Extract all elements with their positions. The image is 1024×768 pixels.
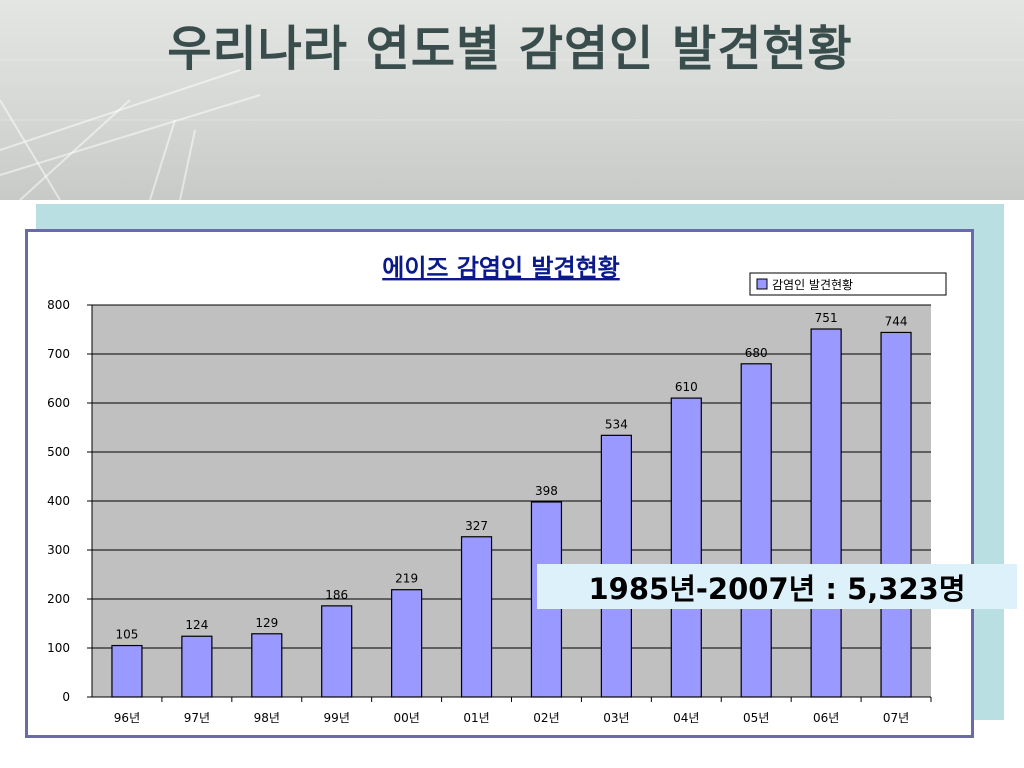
- x-tick-label: 03년: [603, 711, 629, 725]
- data-label: 124: [185, 618, 208, 632]
- legend-label: 감염인 발견현황: [772, 278, 853, 292]
- y-tick-label: 300: [47, 543, 70, 557]
- bar: [391, 589, 423, 698]
- chart-title: 에이즈 감염인 발견현황: [382, 254, 620, 282]
- x-tick-label: 02년: [533, 711, 559, 725]
- y-tick-label: 0: [62, 690, 70, 704]
- x-tick-label: 00년: [393, 711, 419, 725]
- bar: [111, 644, 143, 698]
- bar: [251, 633, 283, 698]
- y-tick-label: 600: [47, 396, 70, 410]
- slide-title: 우리나라 연도별 감염인 발견현황: [167, 21, 853, 77]
- chart-frame: 0 100 200 300 400 500 600 700 800 105 96년 124 97년 129…: [25, 229, 974, 738]
- data-label: 398: [535, 484, 558, 498]
- x-tick-label: 07년: [883, 711, 909, 725]
- bar: [810, 328, 842, 698]
- x-tick-label: 97년: [184, 711, 210, 725]
- data-label: 327: [465, 519, 488, 533]
- bar: [740, 363, 772, 698]
- data-label: 680: [745, 346, 768, 360]
- bar: [460, 536, 493, 698]
- x-tick-label: 04년: [673, 711, 699, 725]
- header-decoration: [0, 59, 1024, 200]
- x-tick-label: 01년: [463, 711, 489, 725]
- chart-legend: 감염인 발견현황: [749, 272, 947, 296]
- bar: [880, 331, 912, 698]
- x-tick-label: 96년: [114, 711, 140, 725]
- data-label: 105: [116, 628, 139, 642]
- y-tick-label: 400: [47, 494, 70, 508]
- data-label: 129: [255, 616, 278, 630]
- slide-header: 우리나라 연도별 감염인 발견현황: [0, 0, 1024, 200]
- bar: [321, 605, 353, 698]
- legend-box: [749, 272, 947, 296]
- y-tick-label: 800: [47, 298, 70, 312]
- y-tick-label: 200: [47, 592, 70, 606]
- total-callout: 1985년-2007년 : 5,323명: [537, 564, 1017, 609]
- legend-swatch: [756, 278, 768, 290]
- data-label: 186: [325, 588, 348, 602]
- x-tick-label: 99년: [324, 711, 350, 725]
- y-tick-label: 700: [47, 347, 70, 361]
- data-label: 534: [605, 417, 628, 431]
- y-tick-label: 100: [47, 641, 70, 655]
- data-label: 751: [815, 311, 838, 325]
- y-tick-label: 500: [47, 445, 70, 459]
- data-label: 219: [395, 572, 418, 586]
- x-tick-label: 98년: [254, 711, 280, 725]
- bar: [181, 635, 213, 698]
- bar: [670, 397, 702, 698]
- data-label: 744: [885, 314, 908, 328]
- bar-chart: 0 100 200 300 400 500 600 700 800 105 96년 124 97년 129…: [47, 254, 947, 725]
- x-tick-label: 06년: [813, 711, 839, 725]
- data-label: 610: [675, 380, 698, 394]
- x-tick-label: 05년: [743, 711, 769, 725]
